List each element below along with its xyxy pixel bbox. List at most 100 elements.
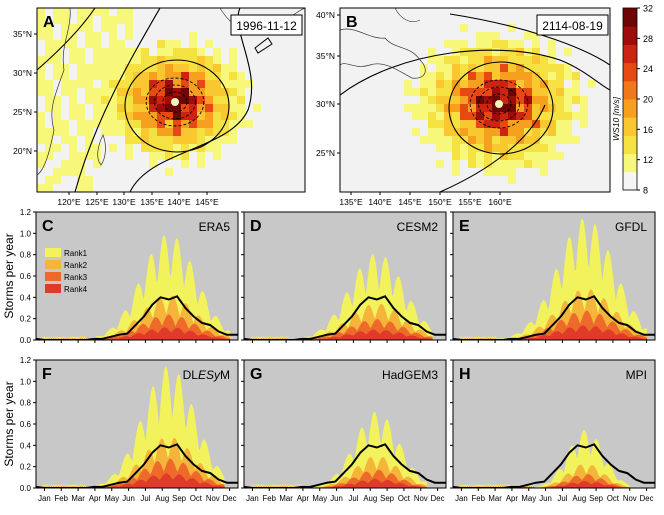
wind-cell <box>532 32 540 40</box>
wind-cell <box>53 144 61 152</box>
wind-cell <box>85 24 93 32</box>
legend-swatch <box>45 260 61 269</box>
wind-cell <box>149 152 157 160</box>
wind-cell <box>85 176 93 184</box>
wind-cell <box>524 88 532 96</box>
wind-cell <box>157 40 165 48</box>
date-label: 2114-08-19 <box>542 19 603 33</box>
panel-letter: C <box>42 218 54 235</box>
wind-cell <box>173 104 181 112</box>
wind-colorbar: 32 28 24 20 16 12 8 WS10 [m/s] <box>611 4 653 196</box>
lon-tick-label: 150°E <box>428 197 452 207</box>
wind-cell <box>428 104 436 112</box>
coastline <box>394 8 421 22</box>
wind-cell <box>181 120 189 128</box>
x-tick-label: Jan <box>38 494 51 503</box>
wind-cell <box>197 80 205 88</box>
lon-tick-label: 155°E <box>458 197 482 207</box>
wind-cell <box>516 56 524 64</box>
wind-cell <box>484 56 492 64</box>
wind-cell <box>101 16 109 24</box>
wind-cell <box>101 8 109 16</box>
wind-cell <box>141 144 149 152</box>
wind-cell <box>133 88 141 96</box>
wind-cell <box>484 168 492 176</box>
colorbar-tick-label: 32 <box>643 4 653 14</box>
wind-cell <box>85 136 93 144</box>
wind-cell <box>540 168 548 176</box>
wind-cell <box>444 72 452 80</box>
wind-cell <box>548 152 556 160</box>
wind-cell <box>117 72 125 80</box>
wind-cell <box>508 176 516 184</box>
wind-cell <box>181 160 189 168</box>
wind-cell <box>37 136 45 144</box>
wind-cell <box>181 128 189 136</box>
wind-cell <box>500 152 508 160</box>
wind-cell <box>93 64 101 72</box>
wind-cell <box>564 120 572 128</box>
wind-cell <box>77 8 85 16</box>
wind-cell <box>508 160 516 168</box>
wind-cell <box>540 96 548 104</box>
map-content <box>37 8 305 192</box>
wind-cell <box>428 80 436 88</box>
lat-tick-label: 30°N <box>13 68 32 78</box>
wind-cell <box>37 160 45 168</box>
wind-cell <box>420 64 428 72</box>
wind-cell <box>149 128 157 136</box>
wind-cell <box>125 144 133 152</box>
wind-cell <box>149 72 157 80</box>
wind-cell <box>157 112 165 120</box>
lat-tick-label: 30°N <box>316 99 335 109</box>
wind-cell <box>77 120 85 128</box>
wind-cell <box>53 112 61 120</box>
wind-cell <box>173 64 181 72</box>
wind-cell <box>444 88 452 96</box>
wind-cell <box>484 152 492 160</box>
wind-cell <box>444 40 452 48</box>
x-tick-label: Nov <box>414 494 428 503</box>
wind-cell <box>213 64 221 72</box>
wind-cell <box>452 96 460 104</box>
wind-cell <box>53 64 61 72</box>
wind-cell <box>468 48 476 56</box>
wind-cell <box>101 104 109 112</box>
coastline-taiwan <box>97 134 106 166</box>
wind-cell <box>452 160 460 168</box>
x-tick-label: May <box>521 494 536 503</box>
wind-cell <box>181 48 189 56</box>
wind-cell <box>61 8 69 16</box>
wind-cell <box>580 112 588 120</box>
wind-cell <box>141 88 149 96</box>
wind-cell <box>460 144 468 152</box>
rank3-area <box>244 469 446 488</box>
wind-cell <box>181 136 189 144</box>
x-tick-label: Aug <box>572 494 586 503</box>
wind-cell <box>157 120 165 128</box>
wind-cell <box>109 120 117 128</box>
wind-cell <box>460 152 468 160</box>
wind-cell <box>556 104 564 112</box>
plot-content <box>453 429 655 488</box>
lon-tick-label: 145°E <box>398 197 422 207</box>
wind-cell <box>492 144 500 152</box>
wind-cell <box>77 72 85 80</box>
wind-cell <box>476 152 484 160</box>
wind-cell <box>540 152 548 160</box>
wind-cell <box>492 88 500 96</box>
wind-cell <box>69 144 77 152</box>
wind-cell <box>556 128 564 136</box>
pressure-contour <box>37 8 96 71</box>
wind-cell <box>548 104 556 112</box>
wind-cell <box>125 64 133 72</box>
plot-content <box>244 411 446 488</box>
wind-cell <box>452 168 460 176</box>
lon-tick-label: 125°E <box>85 197 109 207</box>
x-tick-label: Apr <box>297 494 310 503</box>
map-frame <box>339 7 611 193</box>
wind-cell <box>564 112 572 120</box>
wind-cell <box>444 112 452 120</box>
wind-cell <box>484 136 492 144</box>
wind-cell <box>524 136 532 144</box>
